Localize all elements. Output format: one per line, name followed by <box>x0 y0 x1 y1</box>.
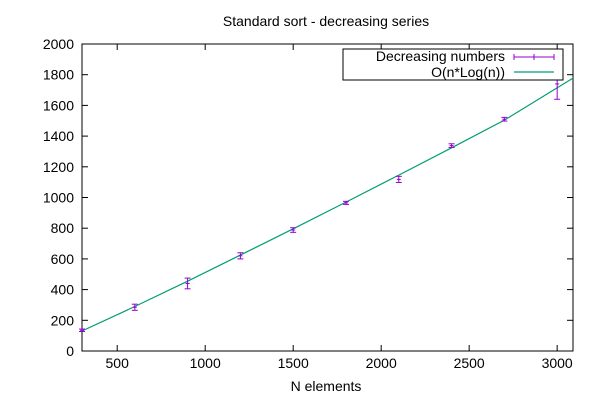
data-layer <box>79 68 574 333</box>
y-tick-label: 1600 <box>43 97 74 113</box>
series-line-onlogn <box>81 77 574 332</box>
y-tick-label: 0 <box>66 343 74 359</box>
y-tick-label: 200 <box>51 312 75 328</box>
data-point-errorbar <box>342 200 349 205</box>
chart-title: Standard sort - decreasing series <box>223 13 429 29</box>
y-tick-label: 1400 <box>43 128 74 144</box>
data-point-errorbar <box>448 143 455 148</box>
data-point-errorbar <box>131 303 138 311</box>
legend-label-onlogn: O(n*Log(n)) <box>431 64 505 80</box>
x-tick-label: 1000 <box>190 355 221 371</box>
y-tick-label: 800 <box>51 220 75 236</box>
data-point-errorbar <box>237 252 244 260</box>
data-point-errorbar <box>395 175 402 183</box>
legend-box <box>342 48 564 81</box>
y-tick-label: 600 <box>51 251 75 267</box>
data-point-errorbar <box>79 328 85 333</box>
x-tick-label: 500 <box>106 355 130 371</box>
legend-marker-decreasing-numbers <box>513 54 555 60</box>
legend: Decreasing numbers O(n*Log(n)) <box>342 48 564 81</box>
x-tick-label: 1500 <box>278 355 309 371</box>
x-tick-label: 2000 <box>366 355 397 371</box>
legend-label-decreasing-numbers: Decreasing numbers <box>376 48 505 64</box>
y-tick-label: 2000 <box>43 36 74 52</box>
y-tick-label: 1800 <box>43 67 74 83</box>
axis-ticks: 0 200 400 600 800 1000 1200 1400 1600 1800 2000 500… <box>43 36 573 371</box>
plot-frame <box>81 43 574 352</box>
data-point-errorbar <box>501 116 508 122</box>
x-axis-label: N elements <box>291 378 362 394</box>
x-tick-label: 2500 <box>454 355 485 371</box>
y-tick-label: 400 <box>51 282 75 298</box>
x-tick-label: 3000 <box>542 355 573 371</box>
data-point-errorbar <box>184 277 191 290</box>
y-tick-label: 1000 <box>43 190 74 206</box>
y-tick-label: 1200 <box>43 159 74 175</box>
data-point-errorbar <box>290 227 297 233</box>
